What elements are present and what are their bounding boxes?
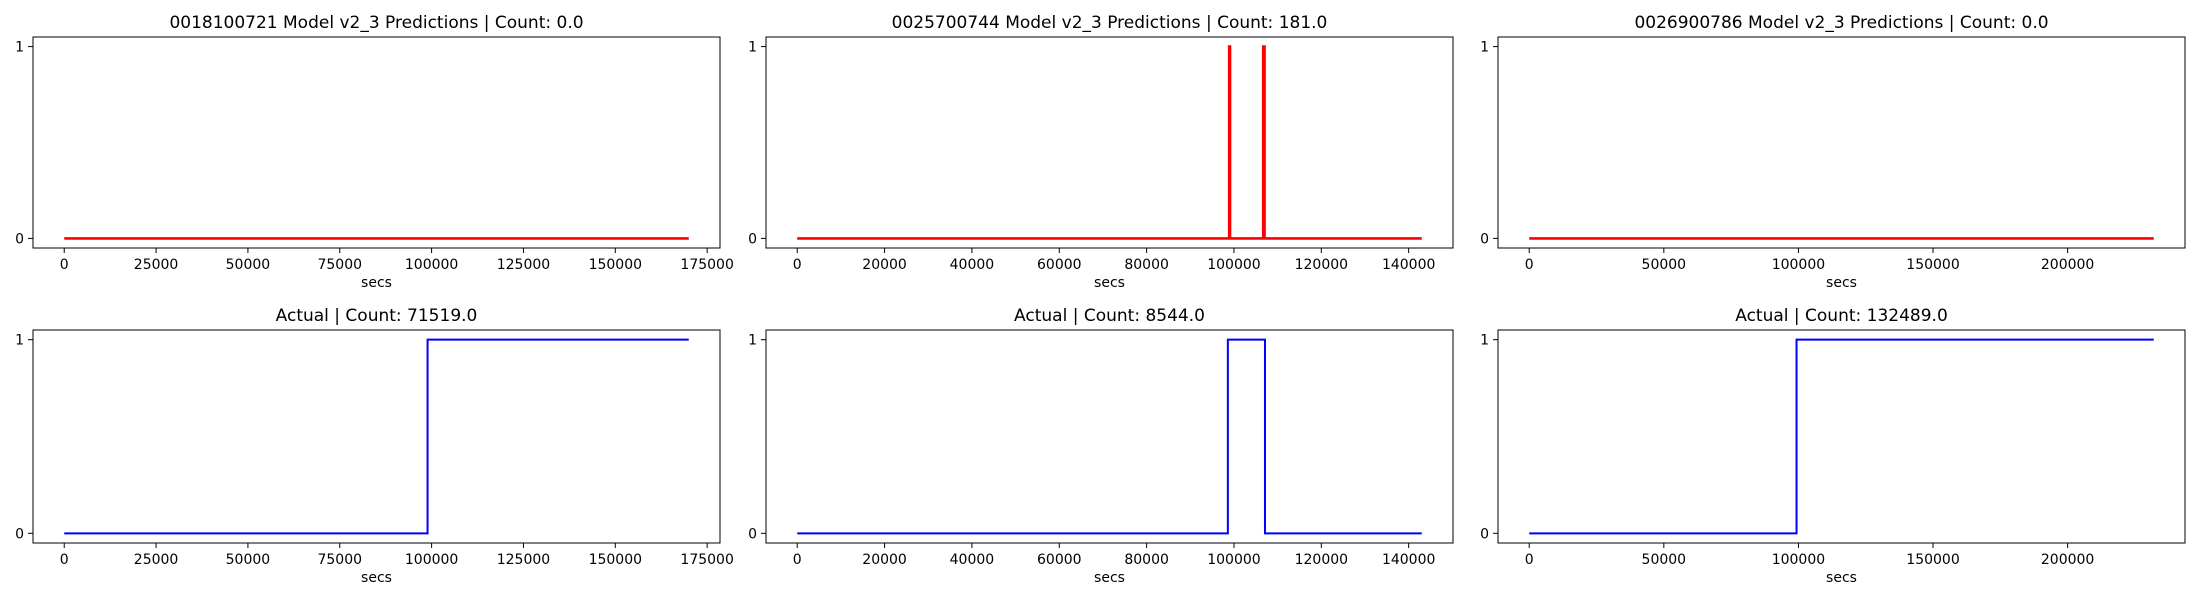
axes-frame	[1497, 36, 2186, 249]
axes-frame	[765, 329, 1454, 544]
subplot-title: Actual | Count: 132489.0	[1735, 306, 1948, 326]
x-axis-label: secs	[361, 275, 392, 291]
axes-frame	[32, 329, 721, 544]
y-tick-label: 1	[15, 40, 24, 56]
x-tick-label: 100000	[1772, 552, 1825, 568]
axes-frame	[32, 36, 721, 249]
subplot-title: 0026900786 Model v2_3 Predictions | Coun…	[1634, 13, 2048, 33]
axes-frame	[765, 36, 1454, 249]
x-tick-label: 0	[793, 257, 802, 273]
x-axis-label: secs	[361, 570, 392, 586]
x-tick-label: 200000	[2041, 257, 2094, 273]
y-tick-label: 0	[15, 526, 24, 542]
series-line-1	[64, 338, 689, 535]
y-tick-label: 1	[1480, 333, 1489, 349]
x-tick-label: 50000	[226, 552, 271, 568]
x-tick-label: 60000	[1037, 552, 1082, 568]
subplot-2: 0025700744 Model v2_3 Predictions | Coun…	[748, 13, 1454, 291]
x-tick-label: 140000	[1382, 257, 1435, 273]
x-tick-label: 125000	[497, 257, 550, 273]
subplot-title: 0025700744 Model v2_3 Predictions | Coun…	[892, 13, 1328, 33]
x-tick-label: 0	[1525, 552, 1534, 568]
x-tick-label: 100000	[1207, 552, 1260, 568]
x-tick-label: 75000	[317, 552, 362, 568]
x-tick-label: 100000	[405, 257, 458, 273]
x-tick-label: 50000	[226, 257, 271, 273]
x-tick-label: 150000	[1906, 552, 1959, 568]
subplot-6: Actual | Count: 132489.0 0 50000 100000 1500…	[1480, 306, 2186, 586]
x-tick-label: 80000	[1124, 257, 1169, 273]
subplot-3: 0026900786 Model v2_3 Predictions | Coun…	[1480, 13, 2186, 291]
x-tick-label: 100000	[405, 552, 458, 568]
x-tick-label: 20000	[862, 257, 907, 273]
subplot-4: Actual | Count: 71519.0 0 25000 50000 75000 1…	[15, 306, 734, 586]
x-axis-label: secs	[1826, 275, 1857, 291]
x-tick-label: 125000	[497, 552, 550, 568]
y-tick-label: 0	[748, 526, 757, 542]
x-tick-label: 120000	[1295, 257, 1348, 273]
x-tick-label: 50000	[1642, 257, 1687, 273]
x-tick-label: 100000	[1207, 257, 1260, 273]
x-axis-label: secs	[1826, 570, 1857, 586]
y-tick-label: 1	[748, 40, 757, 56]
y-tick-label: 0	[1480, 526, 1489, 542]
x-tick-label: 100000	[1772, 257, 1825, 273]
y-tick-label: 0	[1480, 231, 1489, 247]
axes-frame	[1497, 329, 2186, 544]
series-line-1	[797, 338, 1422, 535]
x-tick-label: 40000	[950, 257, 995, 273]
y-tick-label: 0	[748, 231, 757, 247]
subplot-1: 0018100721 Model v2_3 Predictions | Coun…	[15, 13, 734, 291]
x-tick-label: 150000	[589, 552, 642, 568]
x-tick-label: 25000	[134, 257, 179, 273]
x-tick-label: 75000	[317, 257, 362, 273]
x-tick-label: 40000	[950, 552, 995, 568]
y-tick-label: 1	[748, 333, 757, 349]
x-tick-label: 20000	[862, 552, 907, 568]
x-tick-label: 120000	[1295, 552, 1348, 568]
x-tick-label: 0	[1525, 257, 1534, 273]
series-line-1	[1529, 338, 2154, 535]
x-tick-label: 0	[60, 257, 69, 273]
x-tick-label: 25000	[134, 552, 179, 568]
subplot-5: Actual | Count: 8544.0 0 20000 40000 60000 80…	[748, 306, 1454, 586]
x-tick-label: 80000	[1124, 552, 1169, 568]
x-tick-label: 150000	[589, 257, 642, 273]
y-tick-label: 1	[15, 333, 24, 349]
x-tick-label: 175000	[680, 552, 733, 568]
x-tick-label: 200000	[2041, 552, 2094, 568]
x-tick-label: 140000	[1382, 552, 1435, 568]
y-tick-label: 1	[1480, 40, 1489, 56]
subplot-title: Actual | Count: 8544.0	[1014, 306, 1205, 326]
y-tick-label: 0	[15, 231, 24, 247]
x-tick-label: 60000	[1037, 257, 1082, 273]
x-tick-label: 175000	[680, 257, 733, 273]
subplot-title: 0018100721 Model v2_3 Predictions | Coun…	[169, 13, 583, 33]
x-tick-label: 150000	[1906, 257, 1959, 273]
series-line-1	[797, 45, 1422, 240]
x-axis-label: secs	[1094, 275, 1125, 291]
x-tick-label: 50000	[1642, 552, 1687, 568]
subplot-title: Actual | Count: 71519.0	[276, 306, 478, 326]
x-axis-label: secs	[1094, 570, 1125, 586]
x-tick-label: 0	[60, 552, 69, 568]
x-tick-label: 0	[793, 552, 802, 568]
